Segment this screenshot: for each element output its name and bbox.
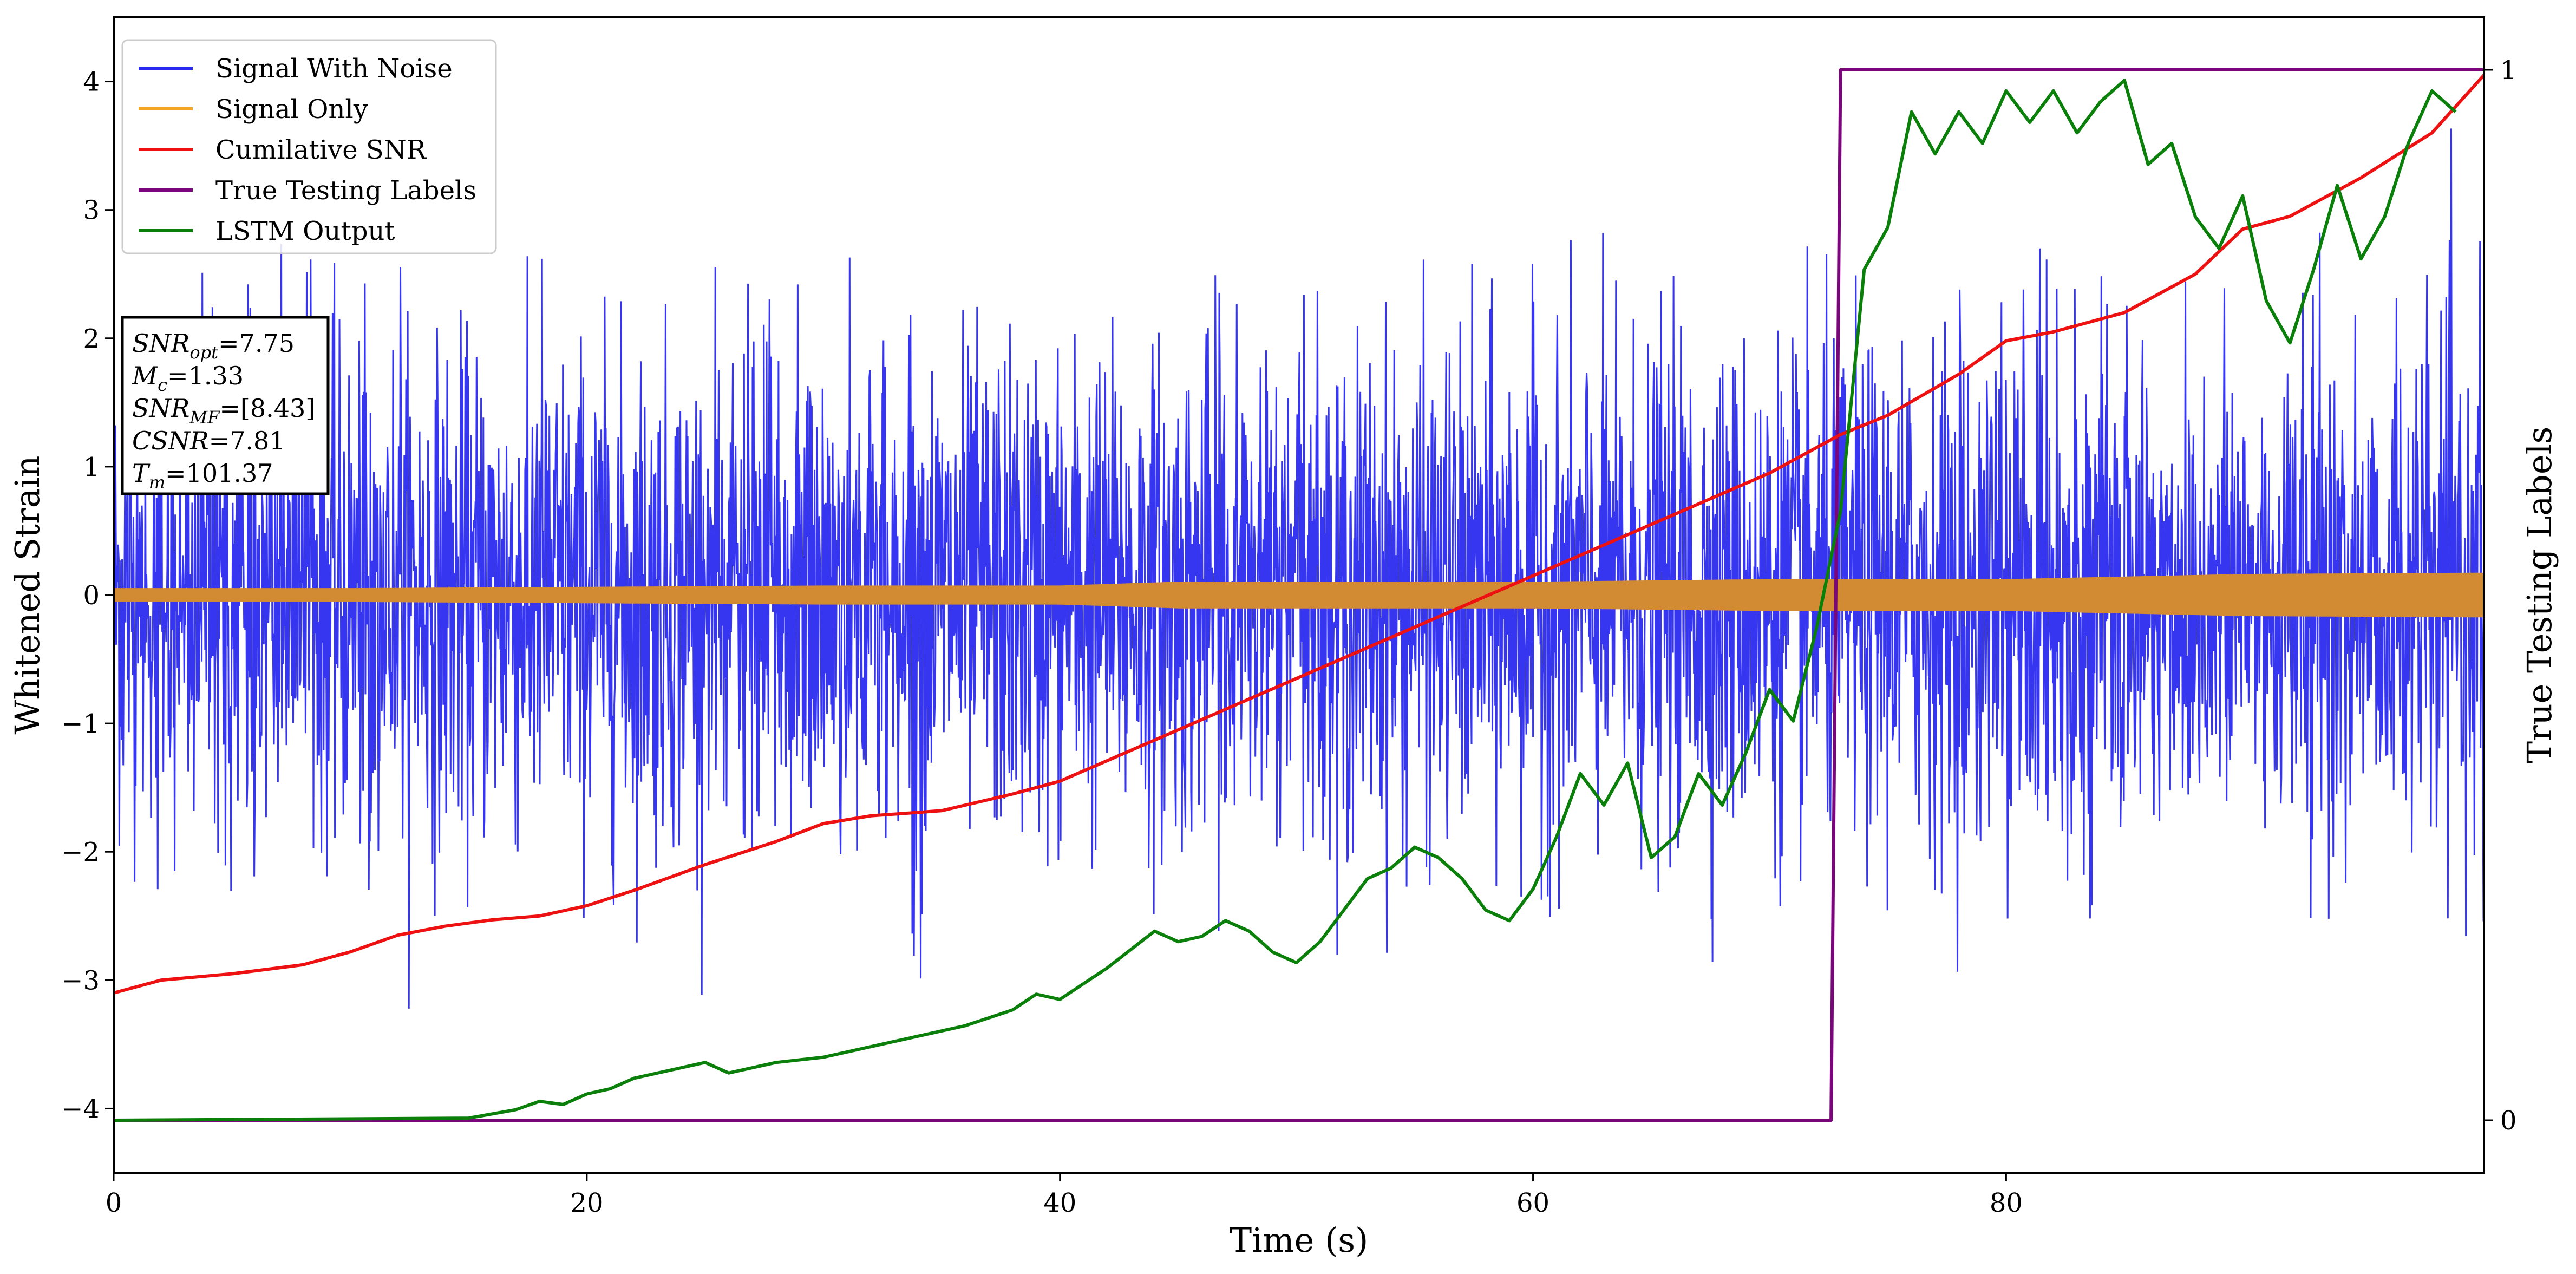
annotation-value: =7.75 [218, 329, 295, 358]
y-tick-label: 0 [83, 580, 100, 611]
legend-label: True Testing Labels [215, 175, 476, 206]
annotation-line: Mc=1.33 [132, 361, 244, 395]
signal-with-noise-line [114, 128, 2484, 1009]
annotation-box [121, 316, 330, 495]
x-tick-label: 80 [1990, 1188, 2023, 1218]
annotation-symbol: SNR [132, 394, 189, 423]
signal-with-noise-series [114, 128, 2484, 1009]
annotation-subscript: m [149, 472, 165, 493]
annotation-symbol: CSNR [132, 426, 209, 455]
legend-label: Signal Only [215, 94, 368, 125]
lstm-output-line [114, 79, 2457, 1122]
x-tick-label: 0 [106, 1188, 122, 1218]
parameter-annotation-box: SNRopt=7.75Mc=1.33SNRMF=[8.43]CSNR=7.81T… [121, 316, 330, 495]
annotation-line: Tm=101.37 [132, 459, 273, 493]
y2-tick-label: 1 [2500, 55, 2517, 86]
y-tick-label: −2 [61, 837, 100, 867]
legend-label: Signal With Noise [215, 54, 453, 84]
y-tick-label: −3 [61, 965, 100, 996]
y-tick-label: 4 [83, 67, 100, 97]
y-tick-label: 1 [83, 452, 100, 482]
x-tick-label: 60 [1516, 1188, 1549, 1218]
y-tick-label: 2 [83, 324, 100, 354]
legend-box [121, 39, 497, 254]
line-series-group [114, 68, 2484, 1122]
y-tick-label: −4 [61, 1094, 100, 1124]
legend-label: Cumilative SNR [215, 135, 427, 165]
annotation-value: =101.37 [165, 459, 273, 488]
x-tick-label: 20 [570, 1188, 603, 1218]
true-testing-labels-line [114, 68, 2484, 1122]
annotation-symbol: M [132, 361, 159, 390]
y-axis-label: Whitened Strain [8, 456, 47, 735]
signal-only-series [114, 572, 2484, 618]
x-tick-label: 40 [1043, 1188, 1076, 1218]
annotation-line: SNRopt=7.75 [132, 329, 295, 363]
signal-only-band [114, 572, 2484, 618]
y-tick-label: 3 [83, 195, 100, 226]
annotation-subscript: c [158, 375, 167, 395]
annotation-value: =7.81 [209, 426, 285, 455]
annotation-subscript: MF [189, 407, 220, 428]
legend: Signal With Noise Signal Only Cumilative S… [121, 39, 497, 254]
annotation-line: CSNR=7.81 [132, 426, 285, 455]
cumilative-snr-line [114, 74, 2484, 995]
annotation-symbol: T [132, 459, 151, 488]
x-axis-label: Time (s) [1230, 1220, 1369, 1260]
annotation-value: =[8.43] [219, 394, 315, 423]
annotation-symbol: SNR [132, 329, 189, 358]
y2-tick-label: 0 [2500, 1106, 2517, 1136]
y2-axis-label: True Testing Labels [2520, 427, 2559, 764]
y-tick-label: −1 [61, 709, 100, 739]
annotation-value: =1.33 [167, 361, 244, 390]
annotation-line: SNRMF=[8.43] [132, 394, 315, 428]
legend-label: LSTM Output [215, 216, 395, 246]
annotation-subscript: opt [189, 342, 218, 363]
